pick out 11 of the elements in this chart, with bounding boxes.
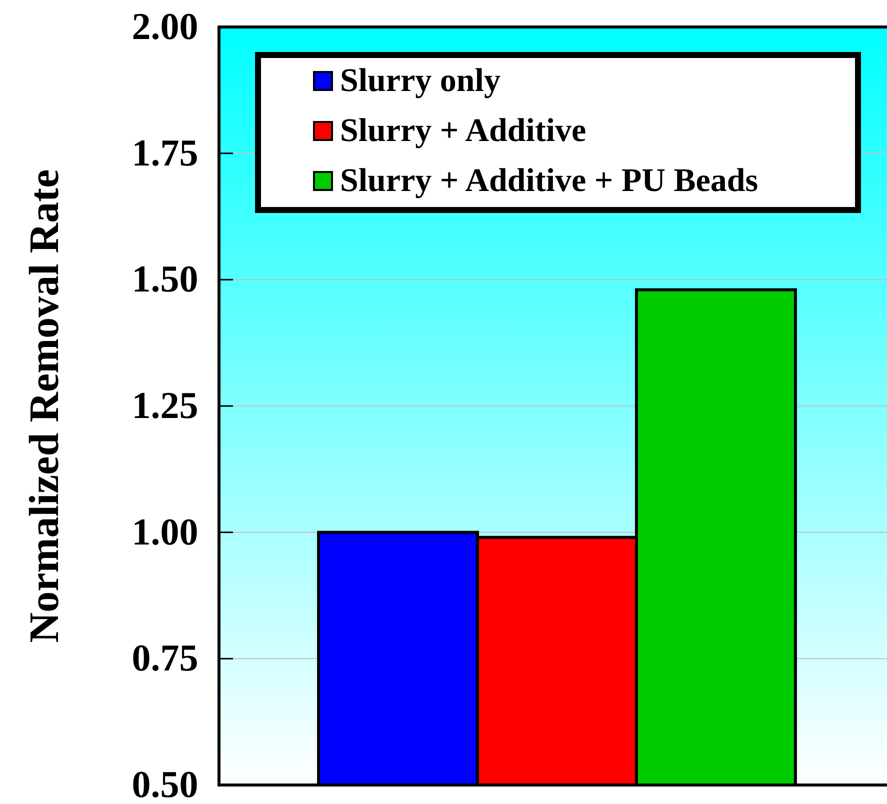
legend-label: Slurry only [340, 63, 501, 99]
y-tick-label: 1.25 [132, 385, 198, 427]
y-tick-label: 1.00 [132, 511, 198, 554]
legend-label: Slurry + Additive [340, 113, 586, 149]
y-tick-label: 0.75 [132, 638, 198, 680]
y-tick-label: 2.00 [132, 6, 198, 48]
y-tick-label: 1.50 [132, 258, 198, 301]
y-tick-label: 1.75 [132, 132, 198, 174]
legend-label: Slurry + Additive + PU Beads [340, 163, 758, 199]
y-tick-label: 0.50 [132, 764, 198, 804]
y-axis-title: Normalized Removal Rate [22, 169, 68, 643]
